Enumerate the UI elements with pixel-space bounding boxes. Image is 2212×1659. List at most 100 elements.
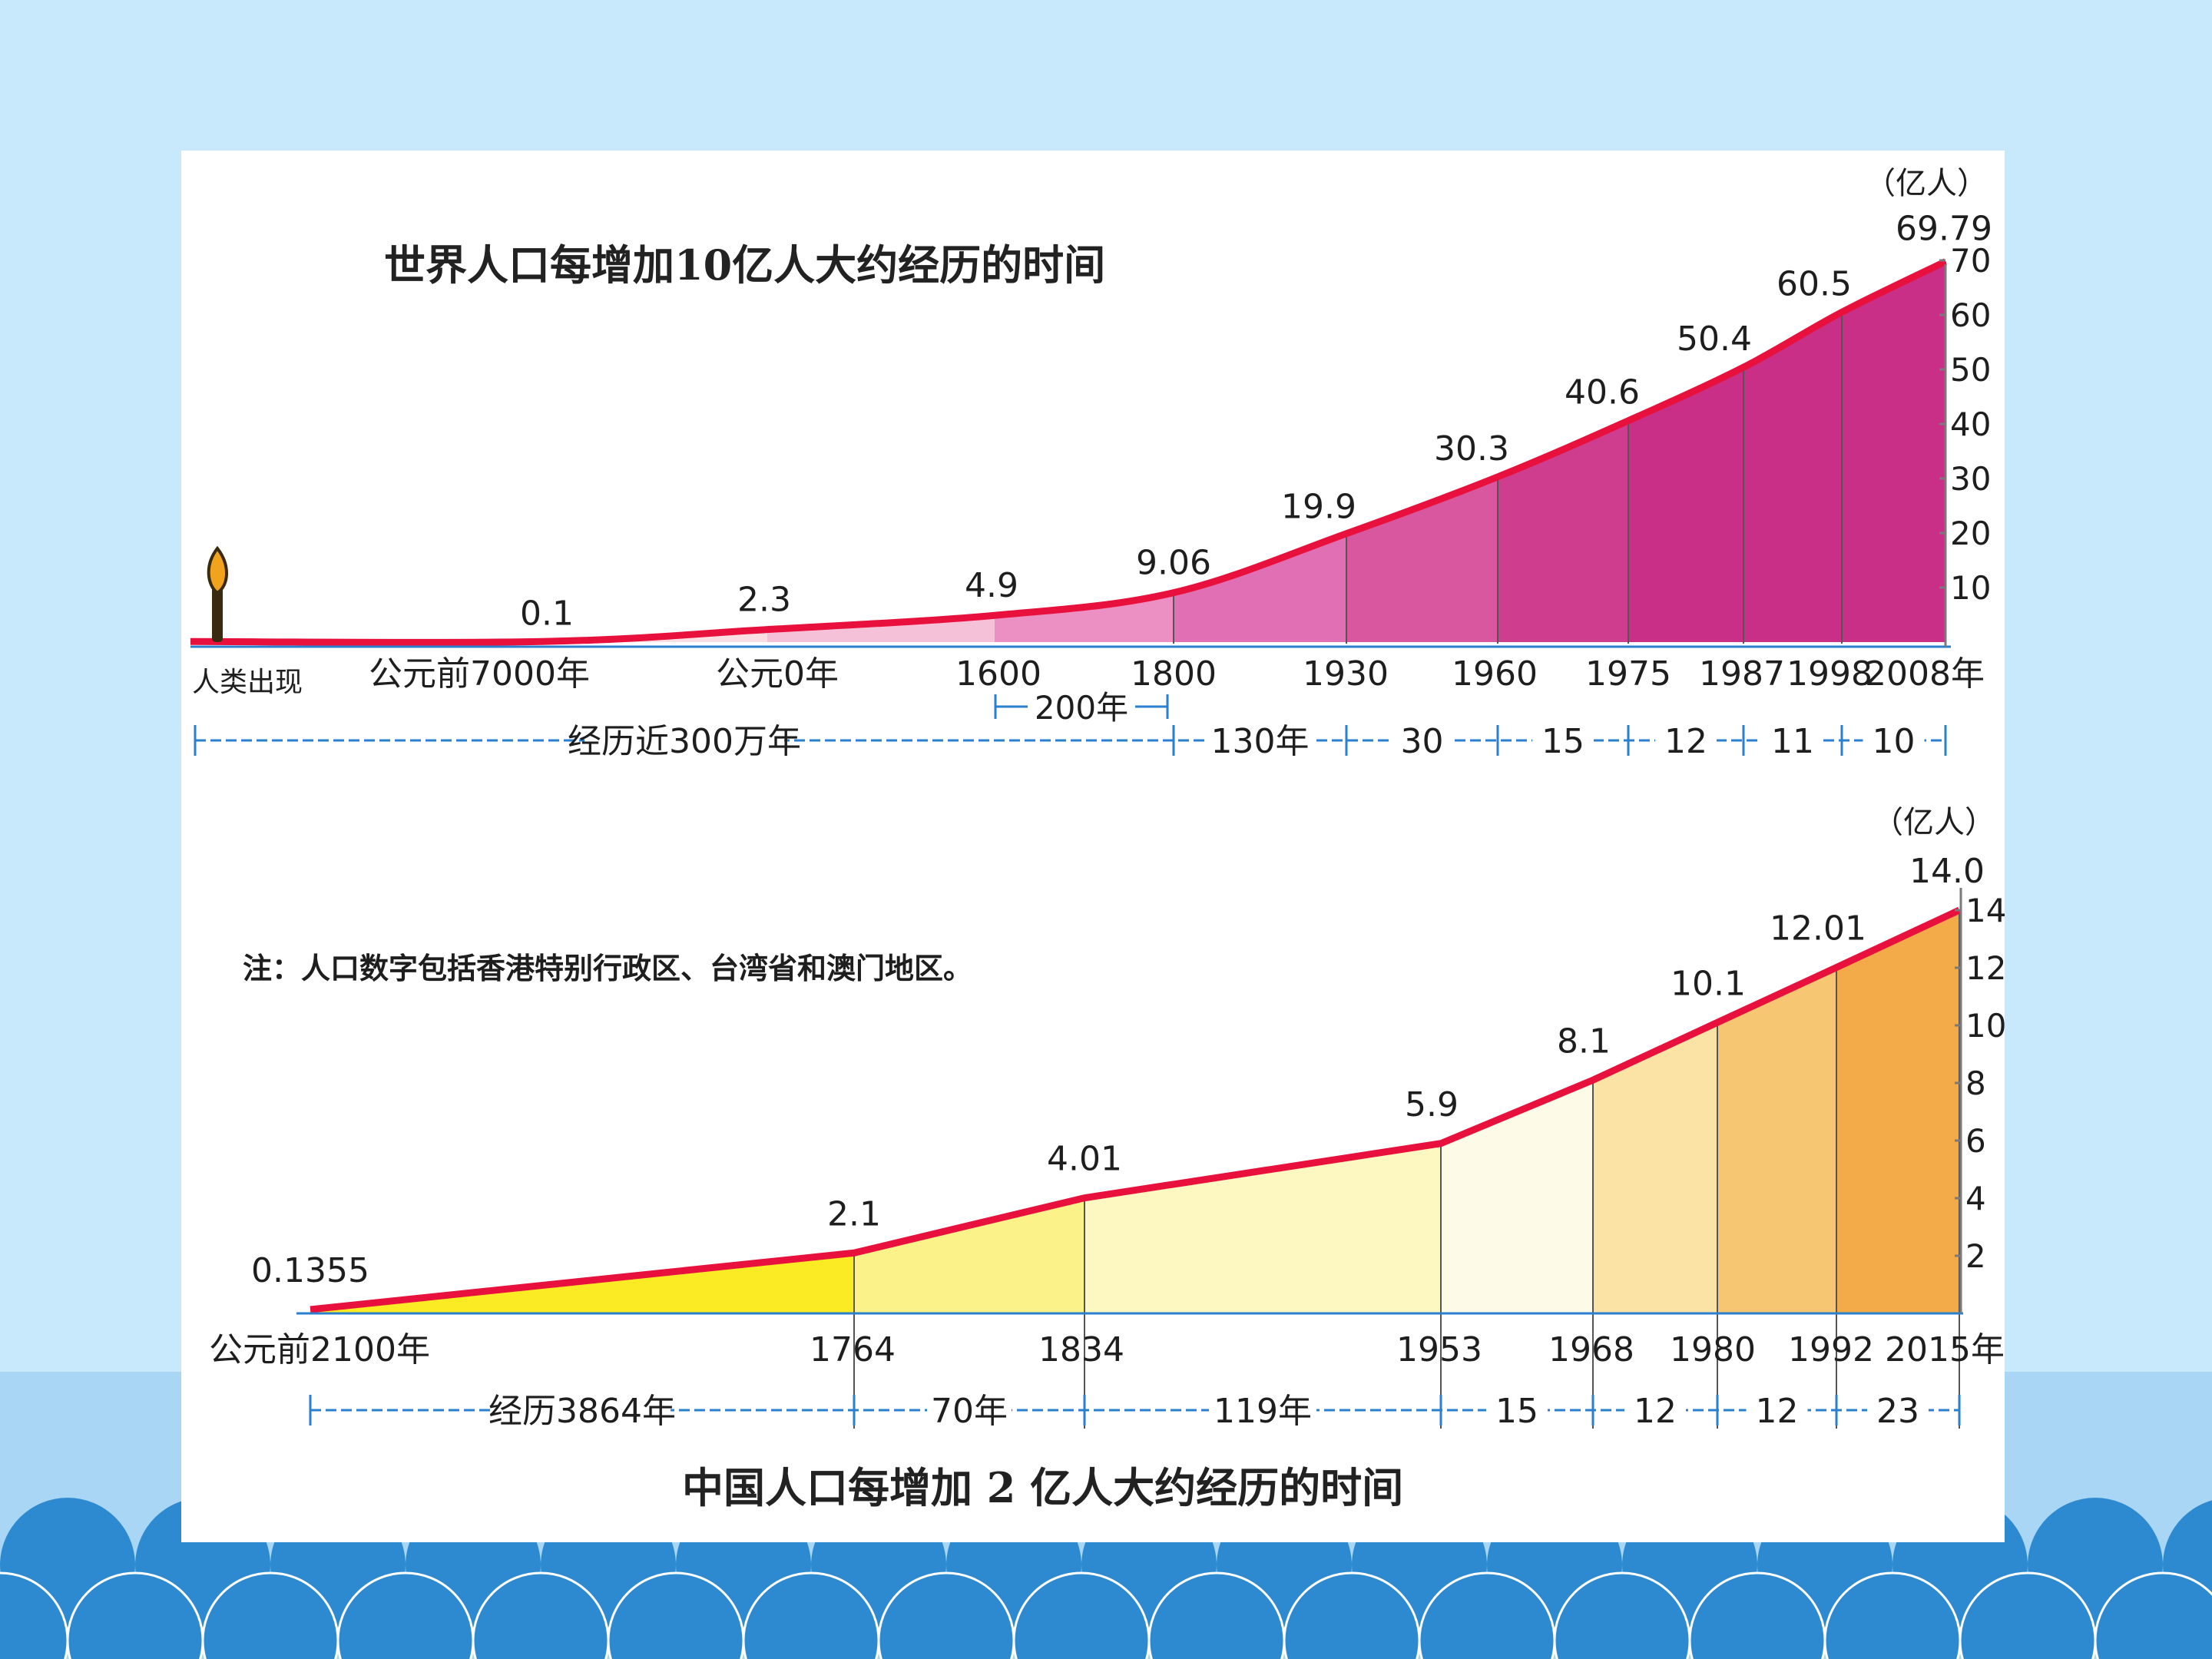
china-x-tick-label: 1968 (1548, 1330, 1634, 1369)
world-sub-interval-label-bg (1028, 687, 1135, 725)
china-chart-title: 中国人口每增加 2 亿人大约经历的时间 (682, 1463, 1403, 1512)
china-value-label: 4.01 (1047, 1140, 1122, 1179)
china-unit-label: （亿人） (1873, 805, 1995, 840)
world-y-tick-label: 20 (1950, 515, 1991, 552)
china-area-segment (1593, 1022, 1717, 1313)
world-interval-label-bg (1655, 720, 1717, 760)
world-value-label: 40.6 (1565, 373, 1640, 412)
world-y-tick-label: 30 (1950, 460, 1991, 498)
world-interval-labels: 经历近300万年 130年 30 15 12 11 10 200年 (568, 687, 1925, 761)
world-x-tick-labels: 公元前7000年 公元0年 1600 1800 1930 1960 1975 1987 1998… (369, 654, 1985, 694)
china-interval-label-bg (1624, 1390, 1686, 1430)
world-y-tick-labels: 10 20 30 40 50 60 70 (1939, 242, 1991, 607)
china-y-tick-label: 10 (1965, 1007, 2005, 1045)
world-value-label: 60.5 (1777, 264, 1852, 303)
world-y-tick-label: 50 (1950, 351, 1991, 389)
world-x-tick-label: 1998 (1786, 654, 1873, 694)
world-area-segment (1628, 367, 1743, 642)
world-x-tick-label: 2008年 (1865, 654, 1985, 694)
world-interval-label: 12 (1664, 722, 1707, 761)
world-interval-label: 15 (1541, 722, 1584, 761)
world-value-label: 0.1 (520, 594, 574, 633)
china-population-chart: 2 4 6 8 10 12 14 0.1355 2.1 4.01 5.9 8.1 10.1 12.01 1… (209, 805, 2005, 1512)
china-value-label: 12.01 (1770, 909, 1866, 949)
china-interval-label-bg (927, 1390, 1012, 1430)
wave-front-circle (2094, 1571, 2212, 1659)
china-value-label: 2.1 (827, 1194, 881, 1233)
china-x-tick-label: 1980 (1670, 1330, 1756, 1369)
world-area-segment (995, 592, 1174, 642)
china-x-tick-labels: 公元前2100年 1764 1834 1953 1968 1980 1992 2015年 (209, 1330, 2005, 1369)
world-interval-label-bg (1863, 720, 1925, 760)
china-y-tick-label: 12 (1965, 949, 2005, 987)
world-value-label: 30.3 (1434, 429, 1509, 469)
world-value-label: 2.3 (737, 581, 791, 620)
world-y-tick-label: 60 (1950, 296, 1991, 334)
world-interval-label: 130年 (1211, 722, 1310, 761)
china-interval-label: 15 (1495, 1392, 1538, 1431)
world-interval-label: 30 (1401, 722, 1444, 761)
origin-label: 人类出现 (192, 667, 303, 698)
china-interval-label: 23 (1876, 1392, 1919, 1431)
china-value-label: 10.1 (1671, 964, 1746, 1003)
china-interval-label-bg (1746, 1390, 1808, 1430)
world-area-segment (1346, 476, 1498, 642)
china-dividers (853, 910, 1960, 1429)
china-value-label: 8.1 (1557, 1022, 1611, 1061)
china-interval-label: 经历3864年 (488, 1392, 676, 1431)
china-x-tick-label: 1834 (1038, 1330, 1124, 1369)
china-y-tick-label: 14 (1965, 892, 2005, 929)
world-area-segment (1842, 261, 1945, 642)
world-area-fills (190, 261, 1945, 642)
china-value-label: 14.0 (1909, 852, 1985, 891)
world-value-label: 4.9 (965, 566, 1018, 605)
china-area-segment (854, 1197, 1084, 1313)
world-x-tick-label: 公元0年 (716, 654, 839, 694)
china-interval-label: 119年 (1214, 1392, 1312, 1431)
china-y-tick-label: 6 (1965, 1122, 1986, 1160)
china-interval-label-bg (1209, 1390, 1316, 1430)
world-x-tick-label: 1987 (1699, 654, 1785, 694)
china-interval-labels: 经历3864年 70年 119年 15 12 12 23 (488, 1390, 1929, 1431)
china-value-labels: 0.1355 2.1 4.01 5.9 8.1 10.1 12.01 14.0 (251, 852, 1985, 1290)
world-area-segment (1174, 533, 1346, 642)
world-interval-label-bg (1206, 720, 1314, 760)
china-interval-label-bg (1867, 1390, 1929, 1430)
china-chart-note: 注：人口数字包括香港特别行政区、台湾省和澳门地区。 (243, 952, 972, 985)
world-value-label: 69.79 (1896, 209, 1992, 248)
china-interval-label-bg (494, 1390, 671, 1430)
world-population-chart: 10 20 30 40 50 60 70 0.1 2.3 4.9 9.06 19.9 30.3 40.6… (190, 166, 1992, 761)
china-area-segment (1441, 1080, 1593, 1313)
world-chart-title: 世界人口每增加10亿人大约经历的时间 (384, 240, 1105, 290)
world-area-segment (1743, 312, 1842, 642)
population-charts: 10 20 30 40 50 60 70 0.1 2.3 4.9 9.06 19.9 30.3 40.6… (190, 166, 2005, 1512)
china-y-tick-label: 8 (1965, 1065, 1986, 1102)
china-y-tick-label: 2 (1965, 1237, 1986, 1275)
china-interval-label-bg (1486, 1390, 1548, 1430)
china-x-tick-label: 1764 (810, 1330, 896, 1369)
world-interval-label: 经历近300万年 (568, 722, 801, 761)
chart-panel: 10 20 30 40 50 60 70 0.1 2.3 4.9 9.06 19.9 30.3 40.6… (181, 151, 2005, 1542)
world-x-tick-label: 1960 (1452, 654, 1538, 694)
world-x-tick-label: 1600 (955, 654, 1041, 694)
world-population-line (190, 258, 1947, 646)
world-area-segment (1498, 420, 1628, 642)
world-interval-label: 10 (1873, 722, 1916, 761)
china-x-tick-label: 2015年 (1885, 1330, 2005, 1369)
person-icon (207, 545, 228, 642)
world-unit-label: （亿人） (1865, 166, 1988, 201)
china-interval-label: 12 (1634, 1392, 1677, 1431)
china-value-label: 0.1355 (251, 1251, 369, 1290)
china-x-tick-label: 1953 (1396, 1330, 1482, 1369)
world-y-tick-label: 40 (1950, 406, 1991, 443)
world-y-tick-label: 10 (1950, 569, 1991, 607)
world-x-tick-label: 1975 (1585, 654, 1671, 694)
world-value-label: 19.9 (1281, 488, 1356, 527)
china-area-segment (1836, 910, 1959, 1313)
world-x-tick-label: 1930 (1303, 654, 1389, 694)
world-interval-label-bg (1762, 720, 1823, 760)
world-y-tick-label: 70 (1950, 242, 1991, 280)
china-x-tick-label: 公元前2100年 (209, 1330, 430, 1369)
china-population-line (310, 906, 1961, 1313)
world-interval-label-bg (584, 720, 784, 760)
